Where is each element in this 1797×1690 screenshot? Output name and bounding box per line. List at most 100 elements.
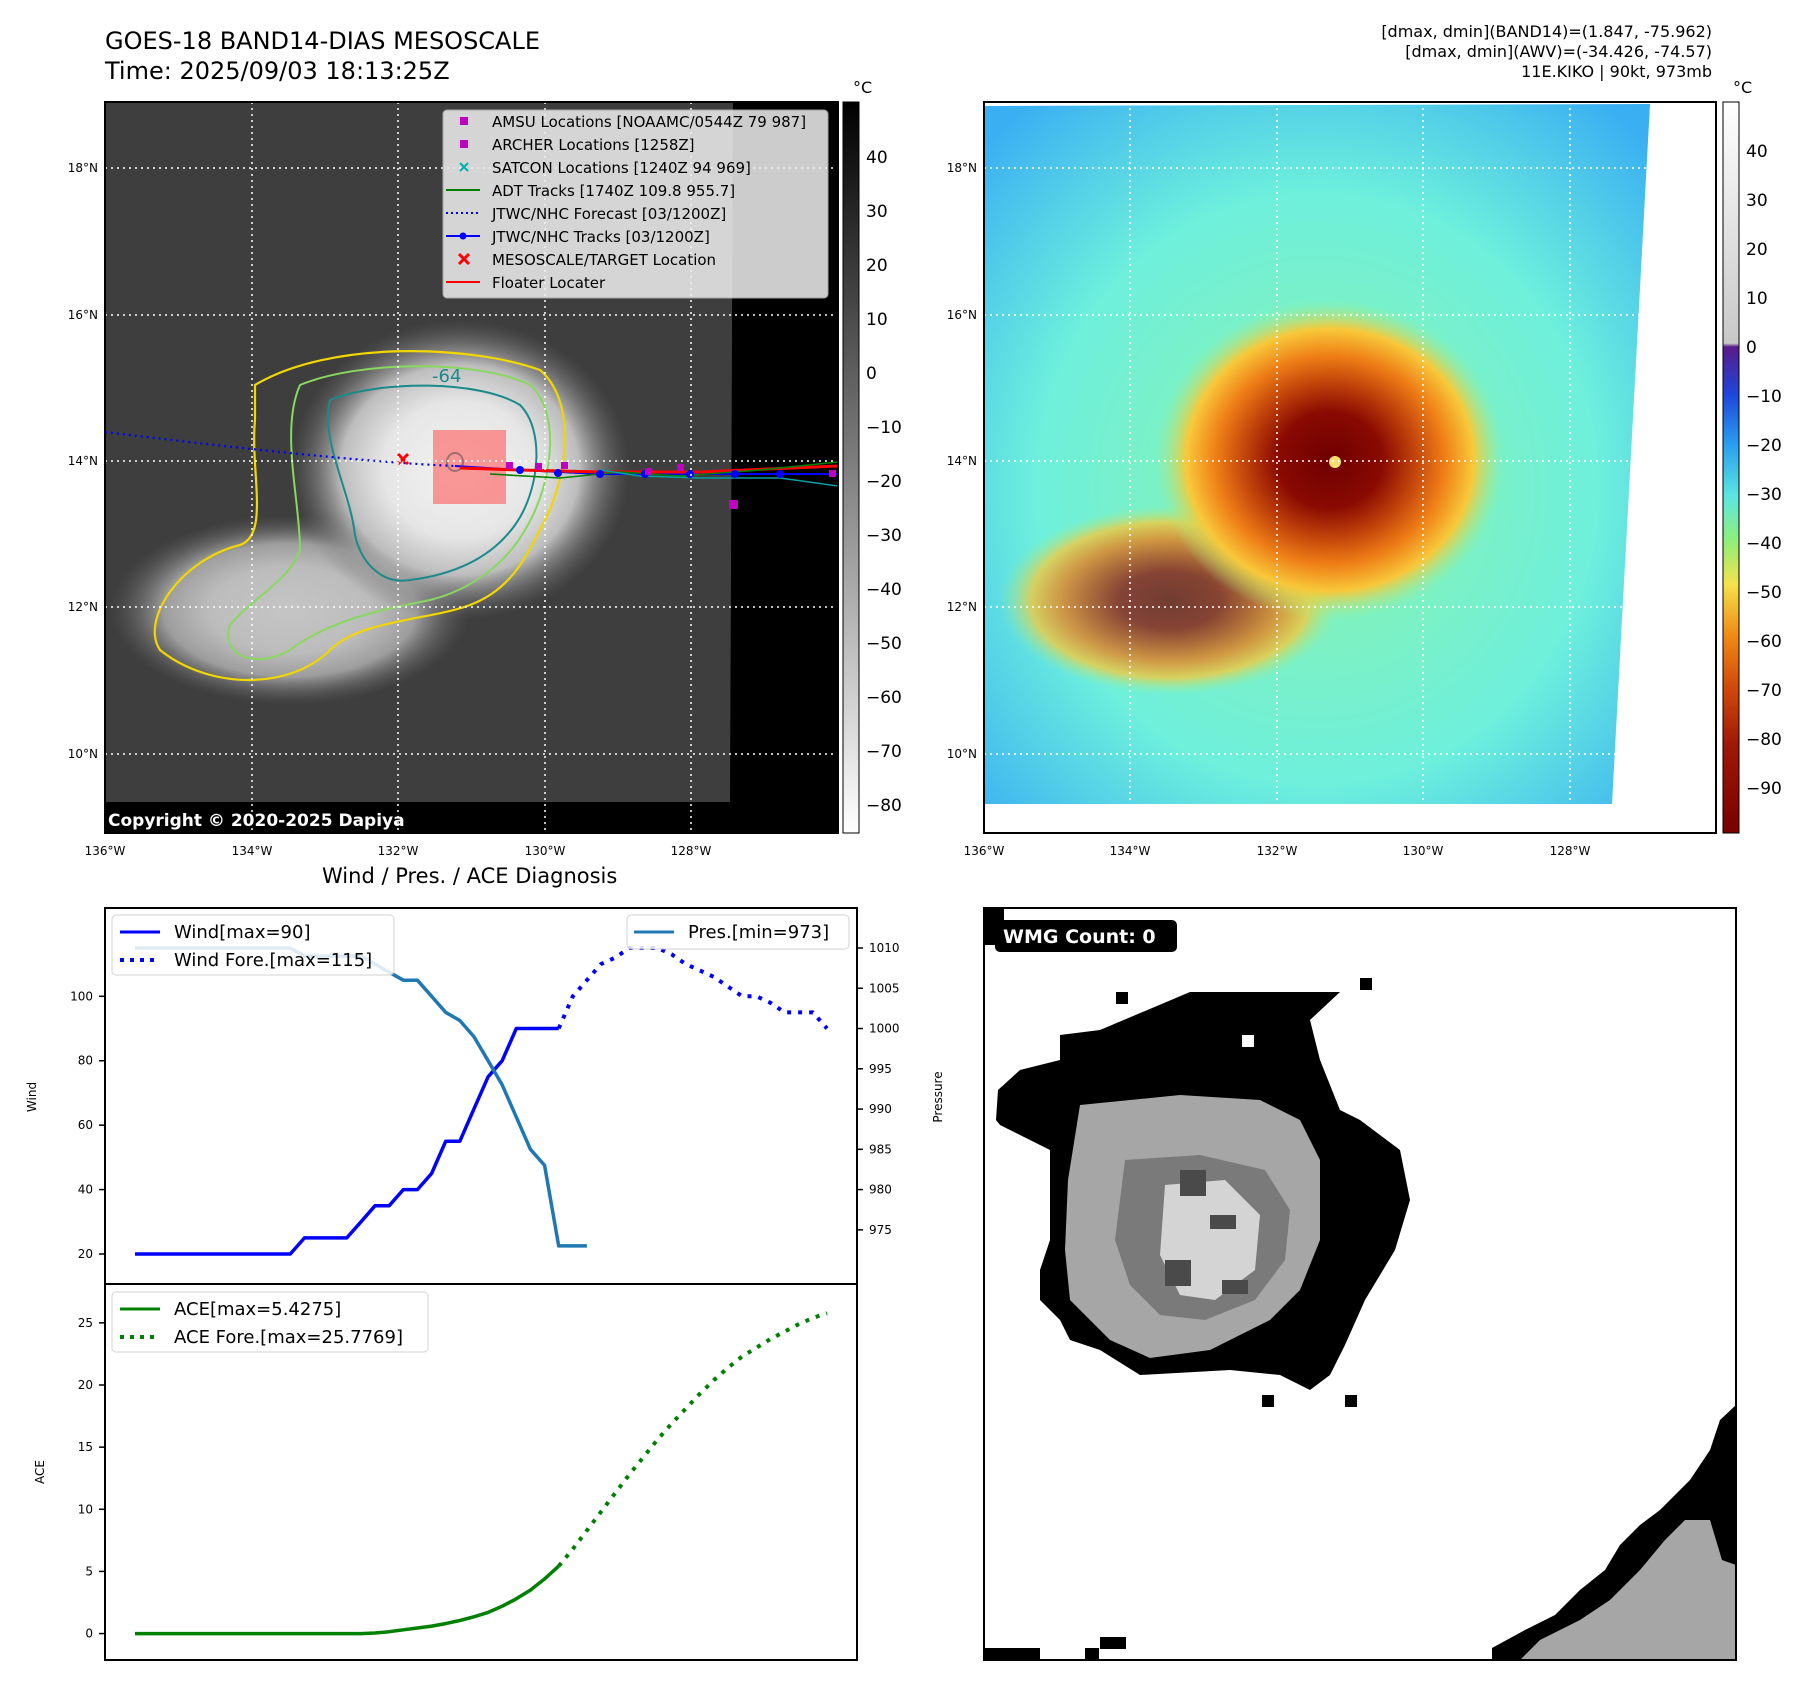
legend-satcon-symbol xyxy=(459,162,469,172)
legend-label-forecast: JTWC/NHC Forecast [03/1200Z] xyxy=(491,205,726,223)
ace-panel: ACE 0 5 10 15 20 25 ACE[max=5.4275] ACE Fore.… xyxy=(33,1283,858,1661)
ace-y-ticks: 0 5 10 15 20 25 xyxy=(78,1316,105,1641)
satcon-track-line xyxy=(599,469,838,487)
legend-label-satcon: SATCON Locations [1240Z 94 969] xyxy=(492,159,751,177)
ir-colorbar-unit: °C xyxy=(853,78,872,97)
wmg-count-label: WMG Count: 0 xyxy=(1003,926,1156,948)
diagnosis-title: Wind / Pres. / ACE Diagnosis xyxy=(322,864,618,888)
ace-tick-label: 0 xyxy=(85,1627,93,1641)
lat-tick: 18°N xyxy=(947,161,977,175)
pressure-tick-label: 980 xyxy=(869,1183,892,1197)
lon-tick: 130°W xyxy=(1403,844,1444,858)
lat-tick: 12°N xyxy=(68,600,98,614)
wind-tick-label: 40 xyxy=(78,1183,93,1197)
pressure-tick-label: 995 xyxy=(869,1062,892,1076)
lat-tick: 16°N xyxy=(68,308,98,322)
legend-labels: AMSU Locations [NOAAMC/0544Z 79 987] ARC… xyxy=(491,113,806,292)
ir-colorbar-ticks: 40 30 20 10 0 −10 −20 −30 −40 −50 −60 −7… xyxy=(866,148,902,816)
ir-contour-teal xyxy=(326,384,538,582)
lon-tick: 130°W xyxy=(525,844,566,858)
pressure-tick-label: 1005 xyxy=(869,981,900,995)
ir-contour-green xyxy=(227,365,552,660)
wind-tick-label: 60 xyxy=(78,1118,93,1132)
lon-tick: 134°W xyxy=(1110,844,1151,858)
ir-frame xyxy=(104,101,839,834)
wmg-hole-pixel xyxy=(1242,1035,1254,1047)
wind-tick-label: 100 xyxy=(70,989,93,1003)
color-cbar-tick: −30 xyxy=(1746,485,1782,505)
amsu-archer-markers xyxy=(506,462,836,509)
legend-pres-label: Pres.[min=973] xyxy=(688,922,829,943)
color-gridlines xyxy=(984,102,1716,833)
lon-tick: 132°W xyxy=(378,844,419,858)
wmg-corner-gray xyxy=(1520,1520,1736,1660)
legend-label-amsu: AMSU Locations [NOAAMC/0544Z 79 987] xyxy=(492,113,806,131)
color-cbar-tick: 10 xyxy=(1746,289,1768,309)
pres-legend-box xyxy=(626,914,850,950)
legend-label-adt: ADT Tracks [1740Z 109.8 955.7] xyxy=(492,182,735,200)
title-line-1: GOES-18 BAND14-DIAS MESOSCALE xyxy=(105,27,541,55)
ir-panel: -64 xyxy=(68,78,902,858)
color-cbar-tick: −60 xyxy=(1746,632,1782,652)
legend-label-floater: Floater Locater xyxy=(492,274,606,292)
legend-symbols xyxy=(446,117,480,283)
ir-legend: AMSU Locations [NOAAMC/0544Z 79 987] ARC… xyxy=(442,109,829,299)
ace-lines xyxy=(135,1311,828,1636)
lon-tick: 128°W xyxy=(1550,844,1591,858)
color-cbar-tick: −40 xyxy=(1746,534,1782,554)
contour-label: -64 xyxy=(432,366,461,387)
lon-tick: 128°W xyxy=(671,844,712,858)
legend-label-target: MESOSCALE/TARGET Location xyxy=(492,251,716,269)
ir-cbar-tick: −30 xyxy=(866,526,902,546)
ir-lon-ticks: 136°W 134°W 132°W 130°W 128°W xyxy=(85,844,712,858)
color-cbar-tick: −80 xyxy=(1746,730,1782,750)
ace-forecast-series-line xyxy=(557,1311,828,1568)
legend-archer-symbol xyxy=(460,140,468,148)
ace-axis-label: ACE xyxy=(33,1460,47,1484)
color-cbar-tick: 30 xyxy=(1746,191,1768,211)
wind-tick-label: 80 xyxy=(78,1054,93,1068)
lon-tick: 136°W xyxy=(964,844,1005,858)
color-frame xyxy=(983,101,1717,834)
ir-cbar-tick: −50 xyxy=(866,634,902,654)
wind-legend: Wind[max=90] Wind Fore.[max=115] Pres.[m… xyxy=(111,914,850,976)
ir-lat-ticks: 18°N 16°N 14°N 12°N 10°N xyxy=(68,161,98,761)
ir-cbar-tick: 0 xyxy=(866,364,877,384)
title-line-2: Time: 2025/09/03 18:13:25Z xyxy=(105,57,450,85)
lat-tick: 18°N xyxy=(68,161,98,175)
lat-tick: 10°N xyxy=(947,747,977,761)
color-cbar-tick: 40 xyxy=(1746,142,1768,162)
ace-tick-label: 25 xyxy=(78,1316,93,1330)
wmg-bottom-left-pixels xyxy=(984,1637,1126,1660)
legend-jtwc-symbol xyxy=(446,232,480,240)
lon-tick: 136°W xyxy=(85,844,126,858)
ir-cbar-tick: 20 xyxy=(866,256,888,276)
ace-legend-box xyxy=(111,1291,429,1353)
storm-info: [dmax, dmin](BAND14)=(1.847, -75.962) [d… xyxy=(1381,22,1712,82)
pressure-tick-label: 1000 xyxy=(869,1022,900,1036)
color-cbar-tick: −10 xyxy=(1746,387,1782,407)
legend-wind-label: Wind[max=90] xyxy=(174,922,311,943)
wind-tick-label: 20 xyxy=(78,1247,93,1261)
wmg-core-dark-pixels xyxy=(1165,1170,1248,1294)
copyright-text: Copyright © 2020-2025 Dapiya xyxy=(108,811,405,831)
lat-tick: 14°N xyxy=(68,454,98,468)
ir-cbar-tick: −10 xyxy=(866,418,902,438)
color-cbar-tick: −50 xyxy=(1746,583,1782,603)
ir-bottom-strip xyxy=(105,802,733,833)
mesoscale-target-marker xyxy=(396,452,410,466)
ir-cbar-tick: 10 xyxy=(866,310,888,330)
wind-series-line xyxy=(135,1026,559,1256)
info-line-3: 11E.KIKO | 90kt, 973mb xyxy=(1521,62,1712,81)
ir-cbar-tick: −20 xyxy=(866,472,902,492)
wmg-panel: WMG Count: 0 xyxy=(983,907,1737,1661)
color-lon-ticks: 136°W 134°W 132°W 130°W 128°W xyxy=(964,844,1591,858)
page-title: GOES-18 BAND14-DIAS MESOSCALE Time: 2025… xyxy=(105,26,540,86)
legend-ace-fore-label: ACE Fore.[max=25.7769] xyxy=(174,1327,403,1348)
ir-contour-yellow xyxy=(153,350,567,681)
legend-ace-label: ACE[max=5.4275] xyxy=(174,1299,341,1320)
pressure-tick-label: 985 xyxy=(869,1142,892,1156)
wmg-pixel-blob xyxy=(984,908,1736,1660)
ir-cbar-tick: −40 xyxy=(866,580,902,600)
